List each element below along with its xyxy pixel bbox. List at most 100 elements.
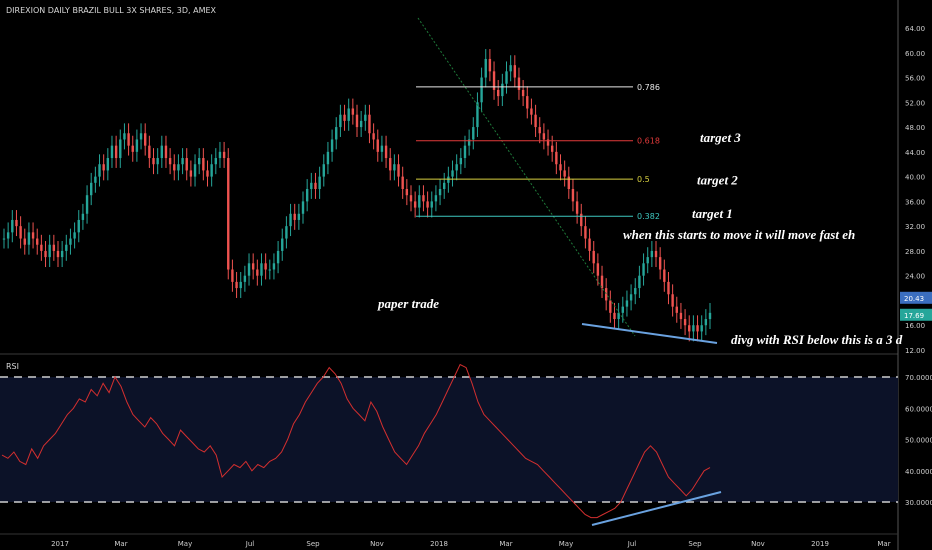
candle-body (364, 114, 367, 121)
candle-body (56, 250, 60, 258)
candle-body (567, 176, 570, 189)
candle-body (285, 226, 288, 239)
candle-body (98, 164, 101, 177)
candle-body (177, 164, 180, 171)
price-divergence-line (581, 323, 718, 344)
candle-body (534, 114, 537, 128)
candle-body (94, 176, 97, 183)
candle-body (472, 127, 475, 140)
candle-body (102, 164, 105, 171)
candle-body (688, 325, 691, 332)
candle-body (106, 158, 110, 171)
candle-body (517, 77, 521, 90)
candle-body (347, 108, 350, 121)
candle-body (181, 158, 184, 165)
candle-body (646, 257, 649, 264)
candle-body (451, 170, 454, 177)
candle-body (501, 83, 504, 97)
candle-body (293, 213, 296, 220)
candle-body (658, 257, 662, 270)
candle-body (426, 201, 429, 208)
price-tick-label: 60.00 (905, 50, 925, 58)
candle-body (119, 139, 122, 159)
candle-body (131, 145, 134, 152)
candle-body (409, 195, 413, 202)
candle-body (15, 219, 18, 227)
time-axis: 2017 Mar May Jul Sep Nov 2018 Mar May Jul Sep Nov 20… (0, 533, 898, 548)
candle-body (326, 151, 330, 165)
candle-body (530, 108, 533, 115)
candle-body (571, 189, 575, 202)
candle-body (139, 133, 143, 140)
candle-body (488, 58, 492, 72)
candle-body (542, 133, 546, 140)
candle-body (467, 139, 471, 146)
candle-body (455, 164, 458, 171)
candle-body (393, 164, 396, 171)
candle-body (168, 158, 172, 165)
candle-body (447, 176, 450, 183)
candle-body (48, 244, 51, 258)
candle-body (197, 158, 201, 165)
candle-body (256, 269, 259, 276)
candle-body (497, 89, 500, 97)
candle-body (351, 108, 355, 115)
candle-body (463, 145, 467, 159)
price-tick-label: 36.00 (905, 198, 925, 206)
candle-body (430, 201, 433, 208)
candle-body (671, 294, 674, 307)
candle-body (193, 164, 197, 177)
time-tick-label: Jul (245, 540, 255, 548)
price-tick-label: 64.00 (905, 25, 925, 33)
rsi-band (0, 377, 898, 502)
rsi-tick-label: 50.0000 (905, 437, 932, 445)
candle-body (679, 312, 683, 320)
price-tick-label: 56.00 (905, 75, 925, 83)
time-tick-label: Mar (114, 540, 127, 548)
candle-body (667, 281, 670, 295)
candle-body (276, 250, 280, 264)
candle-body (634, 288, 637, 295)
candle-body (310, 182, 313, 189)
candle-body (60, 250, 64, 258)
price-tick-label: 40.00 (905, 174, 925, 182)
rsi-tick-label: 60.0000 (905, 405, 932, 413)
candle-body (31, 232, 35, 239)
candle-body (44, 250, 47, 258)
candle-body (418, 195, 421, 208)
candle-body (584, 226, 587, 239)
candle-body (6, 232, 10, 239)
candle-body (2, 238, 6, 240)
time-tick-label: Sep (306, 540, 320, 548)
price-tag-label: 17.69 (904, 312, 924, 320)
candle-body (305, 189, 309, 202)
candle-body (592, 250, 595, 264)
candle-body (625, 300, 629, 307)
price-tag (900, 291, 932, 304)
candle-body (505, 71, 508, 84)
candle-body (251, 263, 255, 270)
candle-body (69, 238, 72, 245)
candle-body (405, 189, 409, 196)
candle-body (19, 226, 22, 239)
candle-body (214, 158, 217, 165)
candle-body (330, 139, 334, 152)
candle-body (355, 114, 359, 128)
candle-body (621, 306, 624, 313)
candle-body (696, 325, 699, 332)
candle-body (206, 170, 209, 177)
candle-body (144, 133, 147, 146)
candle-body (638, 275, 641, 289)
candle-body (297, 213, 301, 220)
candle-body (380, 145, 384, 152)
candle-body (650, 250, 654, 258)
candle-body (231, 269, 234, 282)
candle-body (272, 263, 276, 270)
rsi-label: RSI (6, 362, 19, 371)
time-tick-label: Jul (627, 540, 637, 548)
annotation-text: target 3 (700, 130, 741, 145)
candle-body (546, 139, 550, 146)
candle-body (600, 275, 604, 289)
price-tick-label: 32.00 (905, 223, 925, 231)
candle-body (484, 58, 487, 78)
